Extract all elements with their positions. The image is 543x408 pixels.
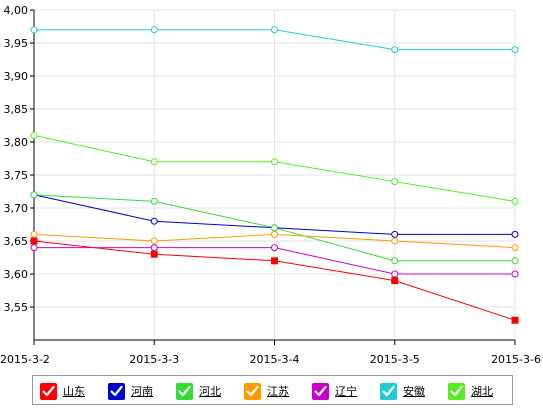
checkbox-icon[interactable] [312, 382, 329, 400]
checkbox-icon[interactable] [40, 382, 57, 400]
y-tick-label: 3,75 [4, 169, 29, 182]
data-point [511, 230, 519, 238]
x-tick-label: 2015-3-4 [250, 353, 300, 366]
legend-item[interactable]: 江苏 [244, 382, 289, 400]
legend-item[interactable]: 山东 [40, 382, 85, 400]
y-tick-label: 3,90 [4, 70, 29, 83]
data-point [511, 244, 519, 252]
series-points [30, 26, 519, 324]
data-point [271, 26, 278, 34]
data-point [271, 158, 278, 166]
checkbox-icon[interactable] [176, 382, 193, 400]
data-point [150, 26, 158, 34]
y-tick-label: 3,60 [4, 268, 29, 281]
data-point [391, 178, 399, 186]
legend-label: 安徽 [403, 385, 425, 398]
data-point [511, 46, 519, 54]
legend-label: 河北 [199, 385, 221, 398]
data-point [511, 197, 519, 205]
data-point [511, 257, 519, 265]
data-point [30, 26, 38, 34]
data-point [150, 197, 158, 205]
data-point [271, 244, 278, 252]
data-point [271, 257, 278, 265]
y-tick-label: 3,55 [4, 301, 29, 314]
y-tick-label: 3,80 [4, 136, 29, 149]
data-point [150, 250, 158, 258]
data-point [271, 224, 278, 232]
data-point [391, 237, 399, 245]
data-point [391, 230, 399, 238]
data-point [391, 46, 399, 54]
data-point [30, 237, 38, 245]
y-tick-label: 3,70 [4, 202, 29, 215]
data-point [391, 277, 399, 285]
legend-label: 辽宁 [335, 385, 357, 398]
data-point [511, 316, 519, 324]
data-point [391, 257, 399, 265]
legend-item[interactable]: 湖北 [448, 382, 493, 400]
y-tick-label: 3,85 [4, 103, 29, 116]
y-tick-label: 3,65 [4, 235, 29, 248]
data-point [30, 244, 38, 252]
data-point [150, 158, 158, 166]
legend-item[interactable]: 河南 [108, 382, 153, 400]
data-point [30, 230, 38, 238]
data-point [150, 237, 158, 245]
x-tick-label: 2015-3-2 [0, 353, 50, 366]
data-point [391, 270, 399, 278]
data-point [30, 131, 38, 139]
grid-lines [34, 9, 516, 340]
checkbox-icon[interactable] [108, 382, 125, 400]
legend-label: 湖北 [471, 385, 493, 398]
axes [30, 9, 516, 345]
tick-labels: 3,55 3,60 3,65 3,70 3,75 3,80 3,85 3,90 3,95 4,00… [0, 4, 541, 366]
data-point [150, 217, 158, 225]
legend: 山东 河南 河北 江苏 辽宁 安徽 湖北 [32, 375, 513, 405]
x-tick-label: 2015-3-3 [129, 353, 179, 366]
legend-label: 河南 [131, 385, 153, 398]
data-point [511, 270, 519, 278]
legend-label: 江苏 [267, 385, 289, 398]
legend-item[interactable]: 辽宁 [312, 382, 357, 400]
data-point [271, 230, 278, 238]
checkbox-icon[interactable] [380, 382, 397, 400]
legend-label: 山东 [63, 385, 85, 398]
data-point [30, 191, 38, 199]
checkbox-icon[interactable] [244, 382, 261, 400]
checkbox-icon[interactable] [448, 382, 465, 400]
x-tick-label: 2015-3-6 [491, 353, 541, 366]
legend-item[interactable]: 安徽 [380, 382, 425, 400]
y-tick-label: 3,95 [4, 37, 29, 50]
y-tick-label: 4,00 [4, 4, 29, 17]
legend-item[interactable]: 河北 [176, 382, 221, 400]
data-point [150, 244, 158, 252]
x-tick-label: 2015-3-5 [370, 353, 420, 366]
